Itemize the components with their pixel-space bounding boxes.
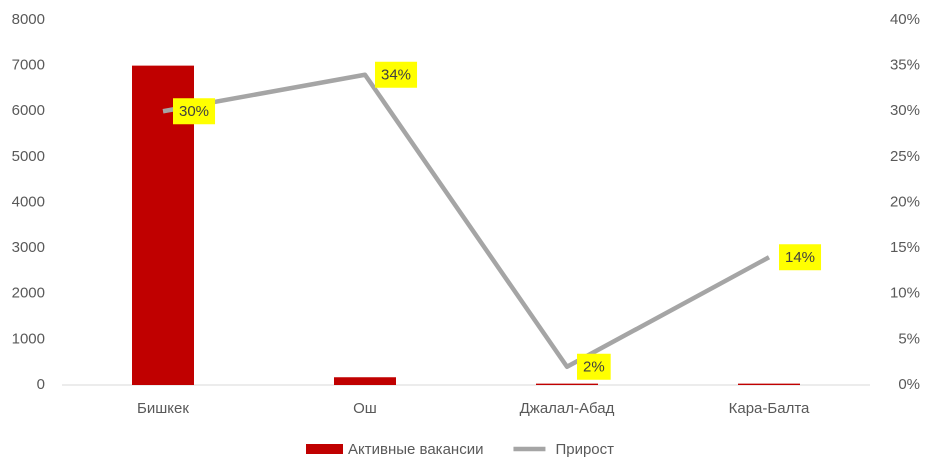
y-tick-label: 4000 <box>12 193 45 210</box>
y2-tick-label: 25% <box>890 148 920 165</box>
data-label: 14% <box>785 249 815 266</box>
y2-tick-label: 0% <box>898 376 920 393</box>
data-label-bg <box>375 61 418 88</box>
x-tick-label: Бишкек <box>137 400 189 417</box>
data-label: 30% <box>179 103 209 120</box>
data-label-bg <box>577 353 611 380</box>
y-tick-label: 3000 <box>12 239 45 256</box>
y-tick-label: 1000 <box>12 330 45 347</box>
y2-tick-label: 30% <box>890 102 920 119</box>
y-tick-label: 5000 <box>12 148 45 165</box>
y-tick-label: 2000 <box>12 285 45 302</box>
y2-tick-label: 40% <box>890 11 920 28</box>
legend-label: Активные вакансии <box>348 441 483 458</box>
data-label-bg <box>779 244 822 271</box>
x-tick-label: Джалал-Абад <box>520 400 615 417</box>
x-tick-label: Кара-Балта <box>729 400 810 417</box>
y2-tick-label: 20% <box>890 193 920 210</box>
data-label: 2% <box>583 359 605 376</box>
bar <box>334 377 396 385</box>
y2-tick-label: 10% <box>890 285 920 302</box>
data-label: 34% <box>381 67 411 84</box>
x-tick-label: Ош <box>353 400 377 417</box>
bar <box>738 383 800 385</box>
y2-tick-label: 35% <box>890 57 920 74</box>
y-tick-label: 6000 <box>12 102 45 119</box>
legend-label: Прирост <box>555 441 614 458</box>
y-tick-label: 8000 <box>12 11 45 28</box>
y-tick-label: 0 <box>37 376 45 393</box>
data-label-bg <box>173 98 216 125</box>
y2-tick-label: 5% <box>898 330 920 347</box>
legend-swatch <box>306 444 343 454</box>
y-tick-label: 7000 <box>12 57 45 74</box>
line <box>162 72 771 369</box>
y2-tick-label: 15% <box>890 239 920 256</box>
bar <box>536 383 598 385</box>
